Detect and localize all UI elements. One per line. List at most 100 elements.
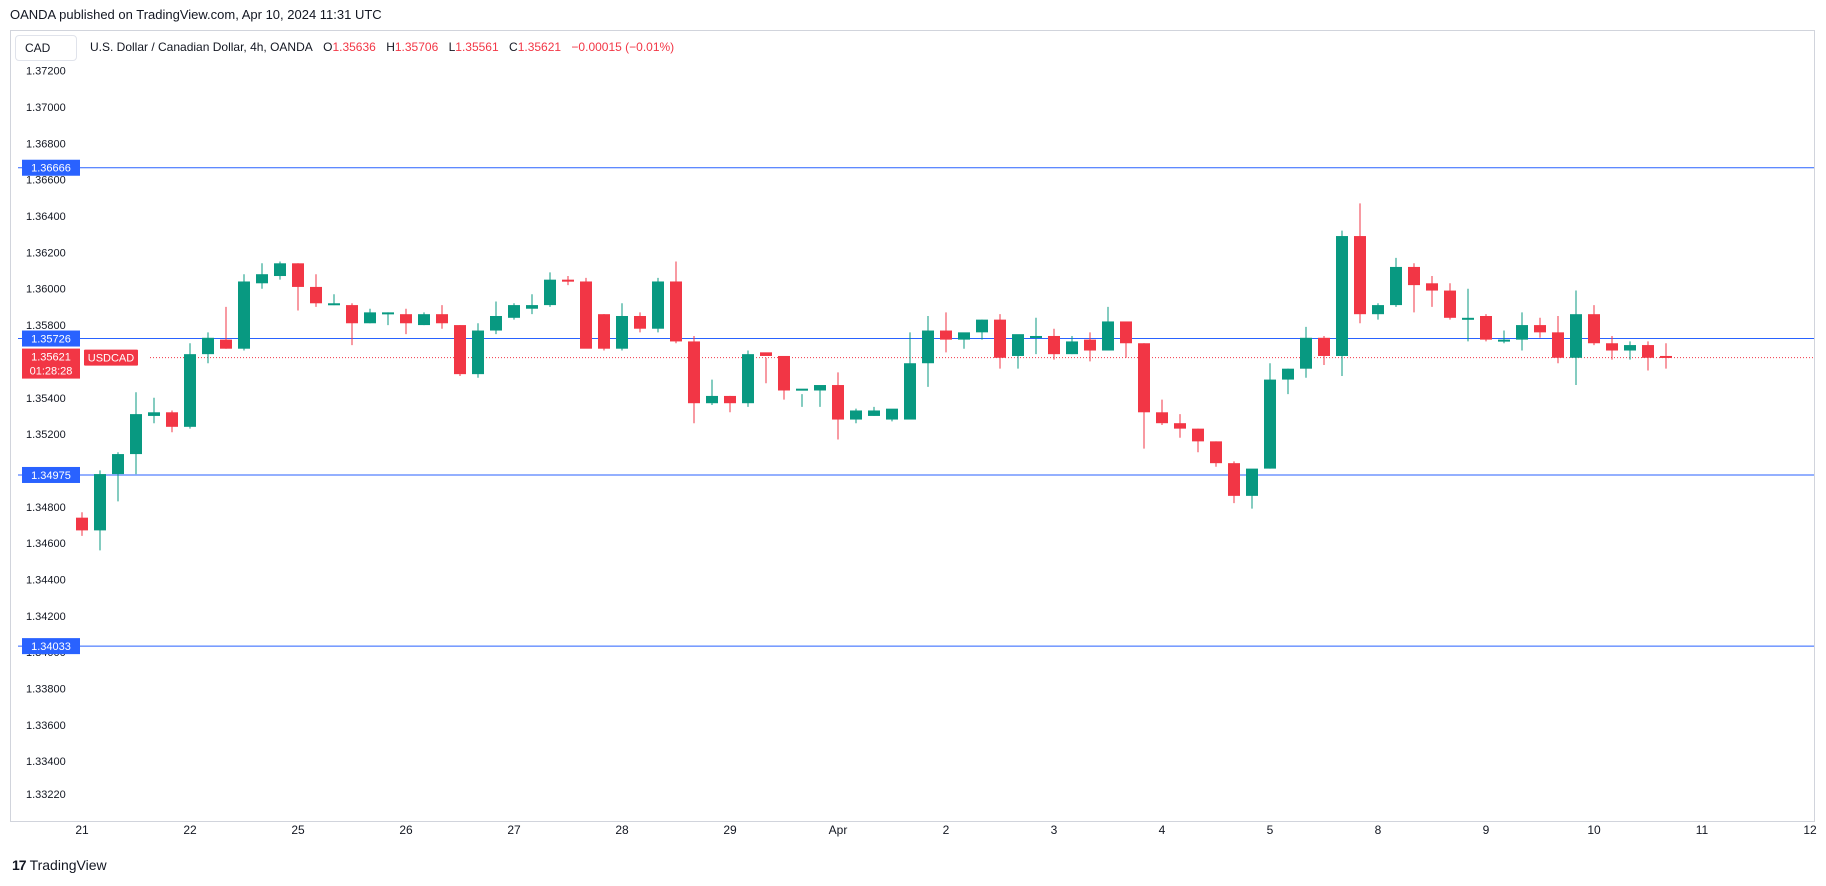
candle-body[interactable]: [1138, 343, 1150, 413]
currency-selector[interactable]: CAD: [15, 35, 77, 61]
candle-body[interactable]: [652, 281, 664, 329]
candle-body[interactable]: [1246, 468, 1258, 496]
candle-body[interactable]: [346, 305, 358, 324]
candle-body[interactable]: [688, 341, 700, 404]
candle-body[interactable]: [814, 385, 826, 391]
candle-body[interactable]: [1606, 343, 1618, 351]
candle-body[interactable]: [1264, 379, 1276, 469]
candle-body[interactable]: [220, 339, 232, 349]
candle-body[interactable]: [1318, 337, 1330, 356]
candle-body[interactable]: [274, 263, 286, 277]
candle-body[interactable]: [1120, 321, 1132, 344]
candle-body[interactable]: [292, 263, 304, 287]
candle-body[interactable]: [1228, 463, 1240, 496]
candle-body[interactable]: [328, 303, 340, 306]
candle-body[interactable]: [130, 414, 142, 455]
candle-body[interactable]: [508, 305, 520, 318]
candle-body[interactable]: [238, 281, 250, 349]
candle-body[interactable]: [1570, 314, 1582, 358]
candle-body[interactable]: [832, 385, 844, 420]
candle-body[interactable]: [184, 354, 196, 427]
candle-body[interactable]: [94, 474, 106, 531]
candle-body[interactable]: [1624, 345, 1636, 351]
candle-body[interactable]: [742, 354, 754, 404]
candle-body[interactable]: [580, 281, 592, 349]
candle-body[interactable]: [1336, 236, 1348, 356]
candle-body[interactable]: [544, 279, 556, 306]
candle-body[interactable]: [1102, 321, 1114, 351]
candle-body[interactable]: [1516, 325, 1528, 340]
high-value: 1.35706: [394, 40, 439, 54]
candle-body[interactable]: [1408, 266, 1420, 286]
candle-body[interactable]: [1642, 345, 1654, 358]
candle-body[interactable]: [1354, 236, 1366, 315]
candle-body[interactable]: [616, 315, 628, 349]
candle-body[interactable]: [1552, 332, 1564, 358]
candle-body[interactable]: [310, 286, 322, 304]
candle-body[interactable]: [904, 363, 916, 420]
candle-body[interactable]: [670, 281, 682, 342]
candle-body[interactable]: [1066, 341, 1078, 355]
candle-body[interactable]: [76, 517, 88, 531]
candle-body[interactable]: [850, 410, 862, 420]
candle-body[interactable]: [166, 412, 178, 427]
candle-body[interactable]: [958, 332, 970, 340]
candle-body[interactable]: [490, 315, 502, 331]
candle-body[interactable]: [1084, 339, 1096, 351]
candle-body[interactable]: [112, 454, 124, 475]
candle-body[interactable]: [1498, 339, 1510, 342]
candle-body[interactable]: [1372, 305, 1384, 315]
footer-brand[interactable]: 17 TradingView: [12, 857, 107, 873]
candle-body[interactable]: [922, 330, 934, 364]
candle-body[interactable]: [256, 274, 268, 284]
candle-body[interactable]: [148, 412, 160, 416]
candle-body[interactable]: [598, 314, 610, 349]
candle-body[interactable]: [1426, 283, 1438, 291]
candle-body[interactable]: [1588, 314, 1600, 344]
close-label: C: [509, 40, 518, 54]
candle-body[interactable]: [562, 279, 574, 282]
y-tick-label: 1.37000: [26, 102, 66, 114]
candle-body[interactable]: [1156, 412, 1168, 424]
candle-body[interactable]: [940, 330, 952, 340]
candle-body[interactable]: [868, 410, 880, 416]
candle-body[interactable]: [634, 315, 646, 329]
price-level-label: 1.34033: [31, 641, 71, 653]
candle-body[interactable]: [724, 395, 736, 404]
candle-body[interactable]: [526, 305, 538, 309]
candle-body[interactable]: [706, 395, 718, 404]
candle-body[interactable]: [1210, 441, 1222, 464]
candle-body[interactable]: [1282, 368, 1294, 380]
candle-body[interactable]: [436, 314, 448, 324]
y-tick-label: 1.34200: [26, 611, 66, 623]
candle-body[interactable]: [1048, 335, 1060, 355]
candle-body[interactable]: [382, 312, 394, 315]
candle-body[interactable]: [1480, 315, 1492, 340]
candle-body[interactable]: [1462, 317, 1474, 320]
candle-body[interactable]: [454, 325, 466, 375]
candle-body[interactable]: [400, 314, 412, 324]
candle-body[interactable]: [778, 355, 790, 391]
candle-body[interactable]: [1174, 423, 1186, 429]
candle-body[interactable]: [1534, 325, 1546, 333]
candle-body[interactable]: [472, 330, 484, 375]
candle-body[interactable]: [1390, 266, 1402, 306]
candle-body[interactable]: [760, 352, 772, 356]
candle-body[interactable]: [1030, 335, 1042, 338]
candle-body[interactable]: [1012, 334, 1024, 356]
candle-body[interactable]: [994, 319, 1006, 358]
candle-body[interactable]: [1660, 355, 1672, 358]
candle-body[interactable]: [418, 314, 430, 326]
candle-body[interactable]: [1444, 290, 1456, 318]
x-tick-label: 10: [1587, 823, 1601, 837]
candle-body[interactable]: [364, 312, 376, 324]
y-tick-label: 1.36000: [26, 284, 66, 296]
candle-body[interactable]: [1192, 428, 1204, 442]
candle-body[interactable]: [886, 408, 898, 420]
candle-body[interactable]: [202, 337, 214, 355]
candle-body[interactable]: [976, 319, 988, 333]
x-tick-label: 29: [723, 823, 737, 837]
candle-body[interactable]: [1300, 337, 1312, 369]
candle-body[interactable]: [796, 388, 808, 391]
